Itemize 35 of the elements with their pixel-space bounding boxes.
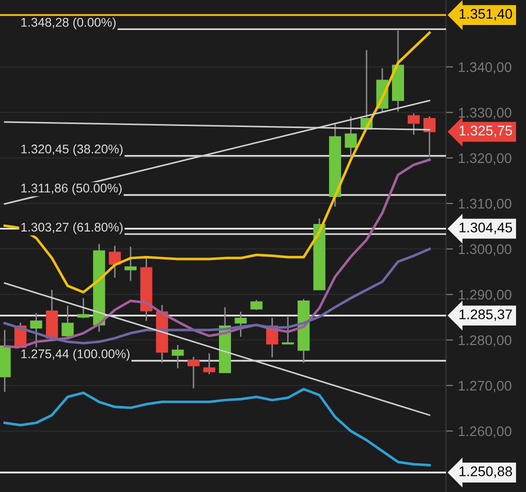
candlestick [124,246,137,282]
candlestick [408,112,420,136]
ref-line-label: 1.348,28 (0.00%) [21,18,116,30]
ref-line-label: 1.351,40 [460,8,512,20]
ref-line-label: 1.311,86 (50.00%) [21,183,122,195]
ref-line-label: 1.250,88 [460,466,512,478]
candlestick [234,311,247,338]
candlestick [250,299,262,311]
candlestick [30,312,42,348]
candlestick [108,245,121,278]
ref-line-label: 1.285,37 [460,309,512,321]
line-series [3,388,431,466]
candlestick [423,116,436,158]
ref-line-label: 1.320,45 (38.20%) [21,144,123,156]
y-tick-label: 1.340,00 [458,62,512,74]
text: 1.325,75 [460,126,512,138]
candlestick [77,297,90,319]
y-tick-label: 1.310,00 [458,198,512,210]
y-tick-label: 1.300,00 [458,244,512,256]
y-tick-label: 1.260,00 [458,426,512,438]
candlestick [203,352,216,375]
candlestick [282,315,294,345]
y-tick-label: 1.290,00 [458,290,512,302]
y-tick-label: 1.320,00 [458,153,512,165]
candlestick [62,305,74,339]
ref-line-label: 1.304,45 [460,222,512,234]
y-tick-label: 1.330,00 [458,108,512,120]
ref-line-label: 1.303,27 (61.80%) [21,222,123,234]
candlestick [172,344,184,369]
ref-line-label: 1.275,44 (100.00%) [21,349,130,361]
candlestick [344,116,357,158]
y-tick-label: 1.280,00 [458,335,512,347]
line-series [3,32,431,294]
candlestick [187,356,200,389]
y-tick-label: 1.270,00 [458,380,512,392]
